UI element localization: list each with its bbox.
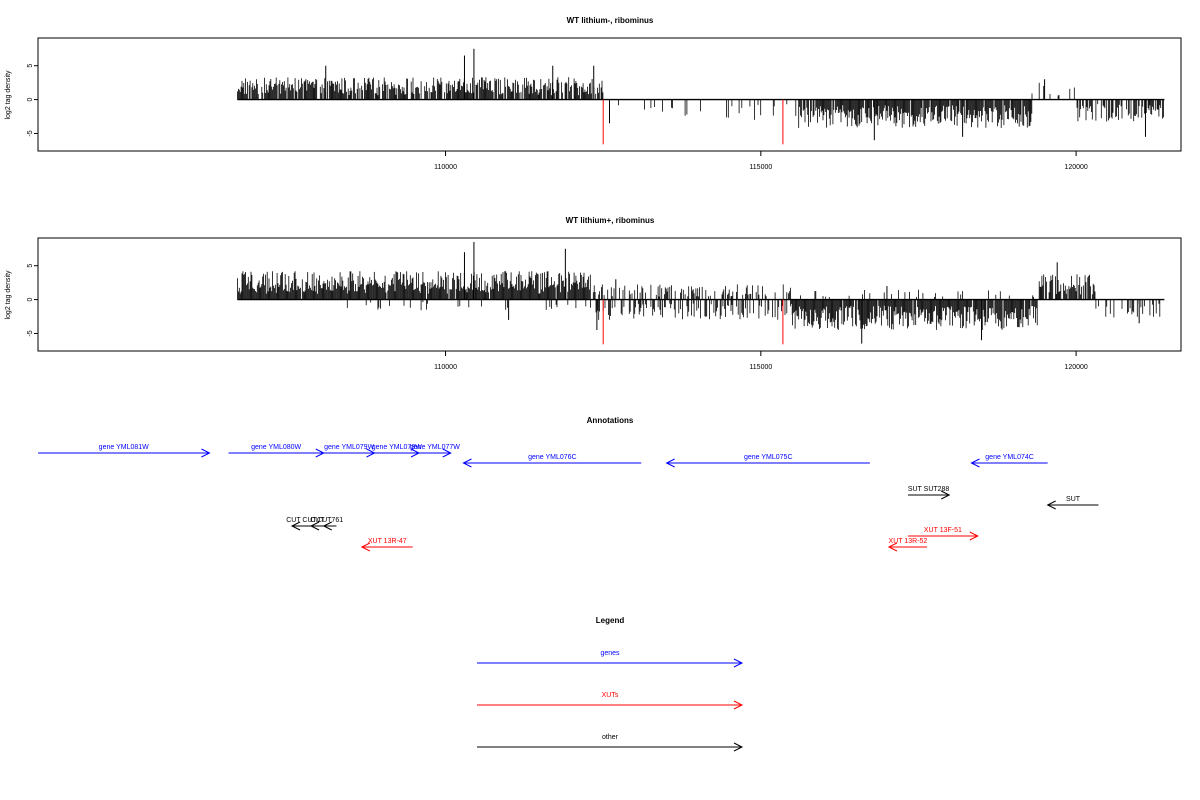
y-tick-label: 5 bbox=[27, 264, 34, 268]
gene-feature-arrowhead bbox=[462, 458, 472, 468]
panel-lithium-minus: WT lithium-, ribominus log2 tag density … bbox=[5, 16, 1182, 171]
other-feature-label: SUT bbox=[1066, 496, 1081, 503]
bar-series bbox=[237, 48, 1165, 145]
legend-title: Legend bbox=[596, 616, 625, 625]
legend-label: other bbox=[602, 734, 619, 741]
y-tick-label: -5 bbox=[27, 130, 34, 136]
other-feature-label: CUT CUT bbox=[286, 517, 317, 524]
legend-items: genes XUTs other bbox=[477, 650, 744, 752]
panel-lithium-plus: WT lithium+, ribominus log2 tag density … bbox=[5, 216, 1182, 371]
other-feature-arrowhead bbox=[322, 521, 332, 531]
other-feature-label: SUT SUT288 bbox=[908, 486, 950, 493]
xut-feature-arrowhead bbox=[887, 542, 898, 552]
xut-feature-label: XUT 13R-52 bbox=[889, 538, 928, 545]
chart-title: WT lithium+, ribominus bbox=[566, 216, 655, 225]
x-tick-label: 120000 bbox=[1064, 364, 1087, 371]
gene-feature-label: gene YML074C bbox=[985, 454, 1034, 461]
gene-feature-label: gene YML076C bbox=[528, 454, 577, 461]
y-tick-label: 0 bbox=[27, 98, 34, 102]
gene-feature-label: gene YML075C bbox=[744, 454, 793, 461]
xut-feature-arrowhead bbox=[969, 531, 979, 541]
axis-ticks: -5 0 5 110000 115000 120000 bbox=[27, 64, 1088, 171]
plot-frame bbox=[37, 37, 1182, 152]
other-feature-arrowhead bbox=[941, 490, 951, 500]
x-tick-label: 115000 bbox=[749, 164, 772, 171]
gene-feature-label: gene YML079W bbox=[324, 444, 374, 451]
y-tick-label: 5 bbox=[27, 64, 34, 68]
y-tick-label: -5 bbox=[27, 330, 34, 336]
other-feature-arrowhead bbox=[290, 521, 301, 531]
legend-arrowhead bbox=[733, 742, 744, 752]
other-feature-label: CUT761 bbox=[317, 517, 343, 524]
chart-title: WT lithium-, ribominus bbox=[567, 16, 654, 25]
gene-feature-label: gene YML081W bbox=[99, 444, 149, 451]
x-tick-label: 110000 bbox=[434, 364, 457, 371]
y-axis-label: log2 tag density bbox=[5, 70, 12, 120]
y-axis-label: log2 tag density bbox=[5, 270, 12, 320]
y-tick-label: 0 bbox=[27, 298, 34, 302]
legend-label: genes bbox=[600, 650, 620, 657]
xut-feature-arrowhead bbox=[360, 542, 371, 552]
other-feature-arrowhead bbox=[309, 521, 320, 531]
x-tick-label: 110000 bbox=[434, 164, 457, 171]
gene-feature-label: gene YML080W bbox=[251, 444, 301, 451]
gene-feature-arrowhead bbox=[665, 458, 675, 468]
other-feature-arrowhead bbox=[1046, 500, 1056, 510]
legend-arrowhead bbox=[733, 658, 744, 668]
gene-feature-arrowhead bbox=[442, 448, 452, 458]
legend: Legend genes XUTs other bbox=[477, 616, 744, 752]
x-tick-label: 120000 bbox=[1064, 164, 1087, 171]
gene-feature-arrowhead bbox=[201, 448, 211, 458]
legend-arrowhead bbox=[733, 700, 744, 710]
other-feature-label: CUT bbox=[310, 517, 325, 524]
gene-feature-label: gene YML078W bbox=[372, 444, 422, 451]
gene-feature-arrowhead bbox=[970, 458, 980, 468]
x-tick-label: 115000 bbox=[749, 364, 772, 371]
axis-ticks: -5 0 5 110000 115000 120000 bbox=[27, 264, 1088, 371]
annotations-title: Annotations bbox=[587, 416, 634, 425]
annotations-track: Annotations gene YML081W gene YML080W gene… bbox=[38, 416, 1099, 552]
legend-label: XUTs bbox=[602, 692, 619, 699]
xut-feature-label: XUT 13F-51 bbox=[924, 527, 962, 534]
annotation-features: gene YML081W gene YML080W gene YML079Wgene… bbox=[38, 444, 1099, 552]
plot-frame bbox=[37, 237, 1182, 352]
xut-feature-label: XUT 13R-47 bbox=[368, 538, 407, 545]
bar-series bbox=[237, 242, 1165, 345]
gene-feature-label: gene YML077W bbox=[410, 444, 460, 451]
